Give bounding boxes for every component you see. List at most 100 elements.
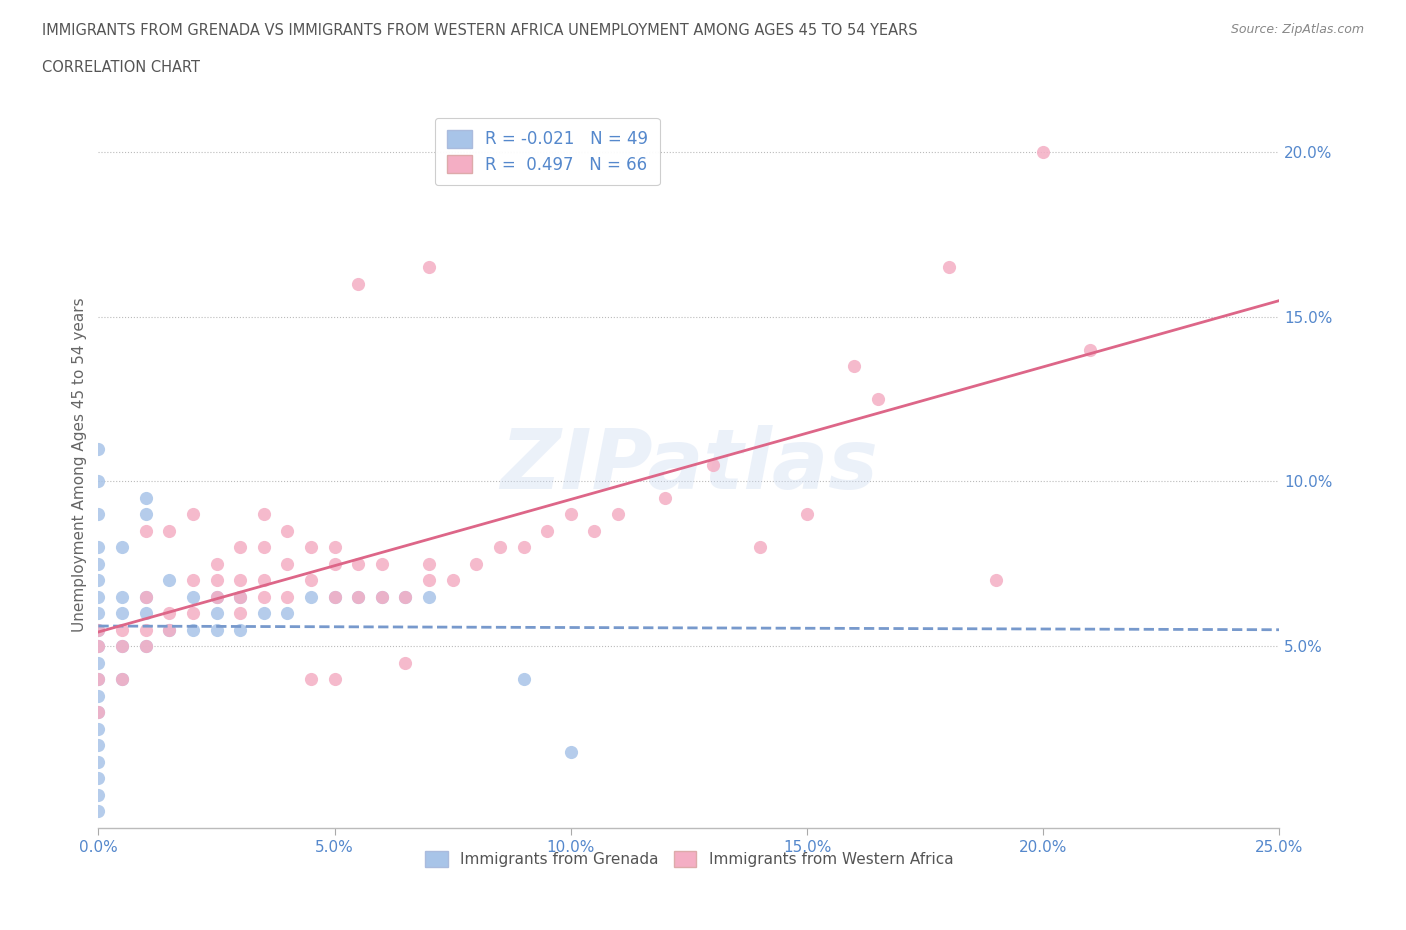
Point	[181, 573, 204, 588]
Point	[205, 590, 228, 604]
Point	[111, 671, 134, 686]
Point	[87, 788, 110, 803]
Point	[253, 507, 276, 522]
Point	[299, 671, 322, 686]
Point	[748, 540, 770, 555]
Point	[111, 639, 134, 654]
Point	[87, 606, 110, 621]
Point	[229, 606, 252, 621]
Point	[87, 804, 110, 818]
Point	[276, 590, 298, 604]
Point	[371, 590, 394, 604]
Point	[276, 606, 298, 621]
Point	[418, 259, 440, 274]
Point	[229, 590, 252, 604]
Point	[87, 705, 110, 720]
Point	[418, 556, 440, 571]
Text: CORRELATION CHART: CORRELATION CHART	[42, 60, 200, 75]
Point	[1032, 144, 1054, 159]
Point	[87, 573, 110, 588]
Point	[157, 573, 180, 588]
Point	[87, 671, 110, 686]
Point	[87, 688, 110, 703]
Point	[418, 573, 440, 588]
Y-axis label: Unemployment Among Ages 45 to 54 years: Unemployment Among Ages 45 to 54 years	[72, 298, 87, 632]
Point	[87, 705, 110, 720]
Point	[157, 622, 180, 637]
Point	[111, 606, 134, 621]
Point	[111, 590, 134, 604]
Point	[347, 556, 370, 571]
Point	[157, 622, 180, 637]
Point	[1080, 342, 1102, 357]
Point	[229, 573, 252, 588]
Point	[702, 458, 724, 472]
Point	[253, 590, 276, 604]
Point	[87, 737, 110, 752]
Point	[253, 540, 276, 555]
Point	[229, 622, 252, 637]
Point	[87, 622, 110, 637]
Point	[299, 573, 322, 588]
Point	[87, 639, 110, 654]
Point	[87, 639, 110, 654]
Point	[984, 573, 1007, 588]
Point	[536, 524, 558, 538]
Point	[229, 590, 252, 604]
Point	[205, 573, 228, 588]
Point	[111, 622, 134, 637]
Point	[938, 259, 960, 274]
Point	[299, 590, 322, 604]
Point	[135, 622, 157, 637]
Point	[371, 590, 394, 604]
Point	[512, 671, 534, 686]
Point	[654, 490, 676, 505]
Point	[87, 671, 110, 686]
Text: Source: ZipAtlas.com: Source: ZipAtlas.com	[1230, 23, 1364, 36]
Legend: Immigrants from Grenada, Immigrants from Western Africa: Immigrants from Grenada, Immigrants from…	[418, 844, 960, 874]
Point	[205, 622, 228, 637]
Point	[157, 606, 180, 621]
Point	[229, 540, 252, 555]
Point	[181, 622, 204, 637]
Point	[87, 507, 110, 522]
Point	[135, 606, 157, 621]
Point	[111, 540, 134, 555]
Point	[323, 671, 346, 686]
Point	[135, 507, 157, 522]
Point	[205, 606, 228, 621]
Point	[135, 639, 157, 654]
Point	[87, 590, 110, 604]
Point	[205, 590, 228, 604]
Point	[135, 490, 157, 505]
Point	[87, 754, 110, 769]
Point	[87, 771, 110, 786]
Point	[276, 556, 298, 571]
Point	[347, 590, 370, 604]
Point	[87, 441, 110, 456]
Point	[87, 722, 110, 737]
Point	[489, 540, 512, 555]
Point	[323, 590, 346, 604]
Point	[87, 556, 110, 571]
Point	[205, 556, 228, 571]
Point	[135, 590, 157, 604]
Point	[323, 556, 346, 571]
Point	[441, 573, 464, 588]
Point	[87, 622, 110, 637]
Point	[394, 590, 416, 604]
Point	[583, 524, 606, 538]
Point	[135, 639, 157, 654]
Point	[87, 474, 110, 489]
Text: ZIPatlas: ZIPatlas	[501, 424, 877, 506]
Point	[418, 590, 440, 604]
Point	[607, 507, 630, 522]
Point	[181, 590, 204, 604]
Point	[347, 276, 370, 291]
Point	[323, 540, 346, 555]
Point	[253, 606, 276, 621]
Point	[796, 507, 818, 522]
Point	[299, 540, 322, 555]
Point	[347, 590, 370, 604]
Point	[371, 556, 394, 571]
